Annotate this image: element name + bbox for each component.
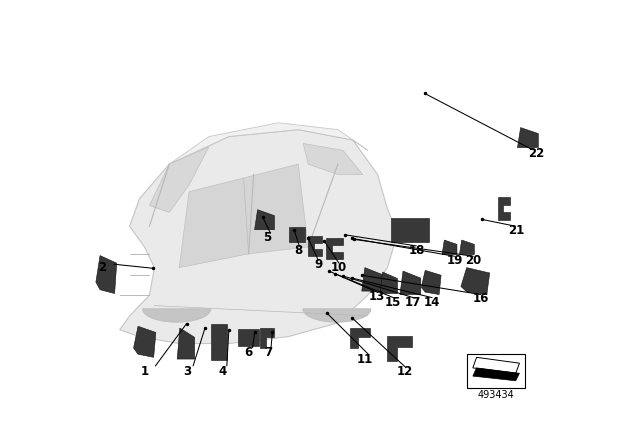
Polygon shape bbox=[134, 326, 156, 358]
Polygon shape bbox=[362, 267, 383, 291]
Polygon shape bbox=[350, 327, 370, 348]
Polygon shape bbox=[518, 128, 538, 147]
Text: 18: 18 bbox=[409, 244, 426, 257]
Text: 5: 5 bbox=[264, 231, 271, 244]
Polygon shape bbox=[442, 240, 457, 254]
Polygon shape bbox=[460, 240, 474, 254]
Polygon shape bbox=[96, 255, 116, 293]
Text: 16: 16 bbox=[472, 292, 489, 305]
Polygon shape bbox=[179, 178, 249, 267]
Polygon shape bbox=[421, 271, 441, 294]
Polygon shape bbox=[400, 271, 420, 294]
Polygon shape bbox=[244, 164, 308, 254]
Polygon shape bbox=[387, 336, 412, 362]
Polygon shape bbox=[326, 237, 343, 259]
Text: 12: 12 bbox=[397, 365, 413, 378]
Text: 21: 21 bbox=[508, 224, 525, 237]
Polygon shape bbox=[260, 327, 275, 348]
Text: 4: 4 bbox=[219, 365, 227, 378]
Polygon shape bbox=[303, 143, 363, 174]
Text: 9: 9 bbox=[314, 258, 322, 271]
Text: 22: 22 bbox=[528, 147, 545, 160]
Bar bbox=[211, 324, 227, 360]
Bar bbox=[467, 354, 525, 388]
Bar bbox=[392, 218, 429, 242]
Polygon shape bbox=[169, 123, 367, 164]
Polygon shape bbox=[177, 328, 195, 359]
Text: 19: 19 bbox=[446, 254, 463, 267]
Polygon shape bbox=[473, 358, 520, 373]
Polygon shape bbox=[461, 267, 490, 294]
Text: 2: 2 bbox=[99, 261, 106, 274]
Text: 20: 20 bbox=[465, 254, 481, 267]
Polygon shape bbox=[473, 368, 520, 381]
Text: 8: 8 bbox=[294, 244, 302, 257]
Text: 10: 10 bbox=[331, 261, 347, 274]
Polygon shape bbox=[255, 210, 275, 230]
Text: 15: 15 bbox=[384, 296, 401, 309]
Text: 14: 14 bbox=[424, 296, 440, 309]
Polygon shape bbox=[498, 197, 510, 220]
Text: 6: 6 bbox=[244, 346, 253, 359]
Text: 493434: 493434 bbox=[478, 390, 515, 400]
Bar bbox=[289, 227, 305, 242]
Polygon shape bbox=[120, 129, 397, 344]
Polygon shape bbox=[380, 272, 397, 293]
Text: 7: 7 bbox=[264, 346, 273, 359]
Polygon shape bbox=[303, 309, 371, 322]
Text: 11: 11 bbox=[357, 353, 373, 366]
Text: 17: 17 bbox=[405, 296, 421, 309]
Polygon shape bbox=[308, 236, 322, 255]
Text: 13: 13 bbox=[369, 290, 385, 303]
Bar bbox=[237, 329, 259, 346]
Polygon shape bbox=[143, 309, 211, 322]
Text: 1: 1 bbox=[140, 365, 148, 378]
Polygon shape bbox=[150, 147, 209, 212]
Text: 3: 3 bbox=[184, 365, 192, 378]
